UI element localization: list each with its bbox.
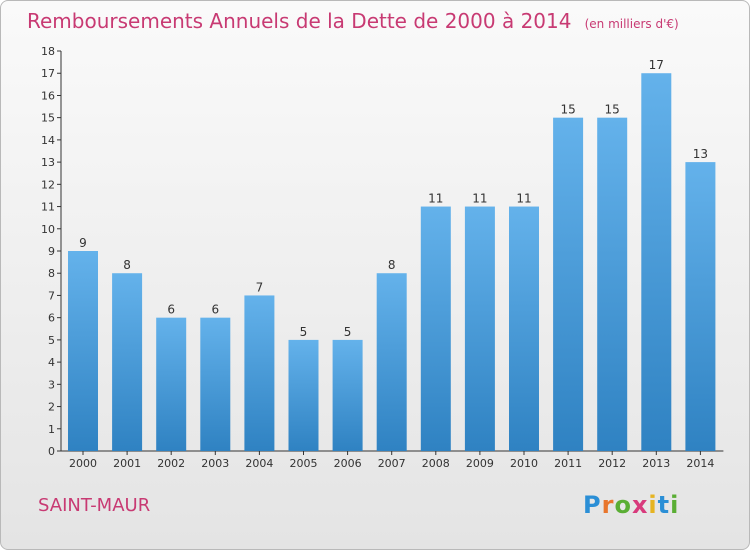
y-tick-label: 18 [41,45,55,58]
bar [509,206,539,451]
bar [332,339,363,451]
value-label: 6 [167,303,175,317]
logo-letter: o [614,491,632,519]
x-tick-label: 2000 [69,457,97,470]
y-tick-label: 9 [48,245,55,258]
y-tick-label: 5 [48,334,55,347]
bar [553,117,584,452]
y-tick-label: 4 [48,356,55,369]
value-label: 8 [388,258,396,272]
value-label: 5 [344,325,352,339]
x-tick-label: 2010 [510,457,538,470]
chart-header: Remboursements Annuels de la Dette de 20… [27,9,679,33]
y-tick-label: 3 [48,378,55,391]
x-tick-label: 2003 [201,457,229,470]
x-tick-label: 2008 [422,457,450,470]
x-tick-label: 2013 [642,457,670,470]
x-tick-label: 2005 [290,457,318,470]
logo-letter: i [670,491,680,519]
y-tick-label: 0 [48,445,55,458]
logo-letter: i [648,491,658,519]
y-tick-label: 2 [48,401,55,414]
bar [68,251,98,451]
value-label: 7 [256,280,264,294]
logo-letter: x [631,491,649,519]
x-tick-label: 2012 [598,457,626,470]
bars [68,73,716,452]
y-tick-label: 15 [41,112,55,125]
bar [156,317,187,451]
commune-name: SAINT-MAUR [38,495,151,516]
y-tick-label: 12 [41,178,55,191]
chart-title: Remboursements Annuels de la Dette de 20… [27,9,572,33]
y-tick-label: 7 [48,289,55,302]
y-tick-label: 8 [48,267,55,280]
y-tick-label: 10 [41,223,55,236]
value-label: 15 [560,103,575,117]
x-tick-label: 2001 [113,457,141,470]
bar [464,206,495,451]
x-tick-label: 2009 [466,457,494,470]
bar [376,273,407,451]
x-tick-label: 2002 [157,457,185,470]
value-label: 11 [428,192,443,206]
value-label: 8 [123,258,131,272]
value-labels: 9 8 6 6 7 5 5 8 11 11 11 15 15 17 13 [79,58,708,339]
y-tick-label: 14 [41,134,55,147]
bar [288,339,319,451]
bar [597,117,628,452]
y-tick-label: 6 [48,312,55,325]
value-label: 11 [472,192,487,206]
x-tick-label: 2007 [378,457,406,470]
value-label: 6 [211,303,219,317]
value-label: 17 [649,58,664,72]
logo-letter: P [583,491,602,519]
value-label: 11 [516,192,531,206]
bar [244,295,275,451]
bar [685,162,716,451]
x-tick-label: 2011 [554,457,582,470]
bar [200,317,231,451]
chart-unit: (en milliers d'€) [584,17,679,31]
value-label: 15 [605,103,620,117]
bar [420,206,451,451]
value-label: 9 [79,236,87,250]
bar [112,273,143,451]
proxiti-logo[interactable]: Proxiti [583,491,679,519]
value-label: 5 [300,325,308,339]
x-tick-label: 2006 [334,457,362,470]
value-label: 13 [693,147,708,161]
y-tick-label: 17 [41,67,55,80]
y-tick-label: 13 [41,156,55,169]
y-tick-label: 1 [48,423,55,436]
x-tick-label: 2004 [245,457,273,470]
y-tick-label: 16 [41,89,55,102]
bar [641,73,672,451]
x-tick-label: 2014 [686,457,714,470]
logo-letter: t [657,491,671,519]
logo-letter: r [601,491,615,519]
y-tick-label: 11 [41,201,55,214]
